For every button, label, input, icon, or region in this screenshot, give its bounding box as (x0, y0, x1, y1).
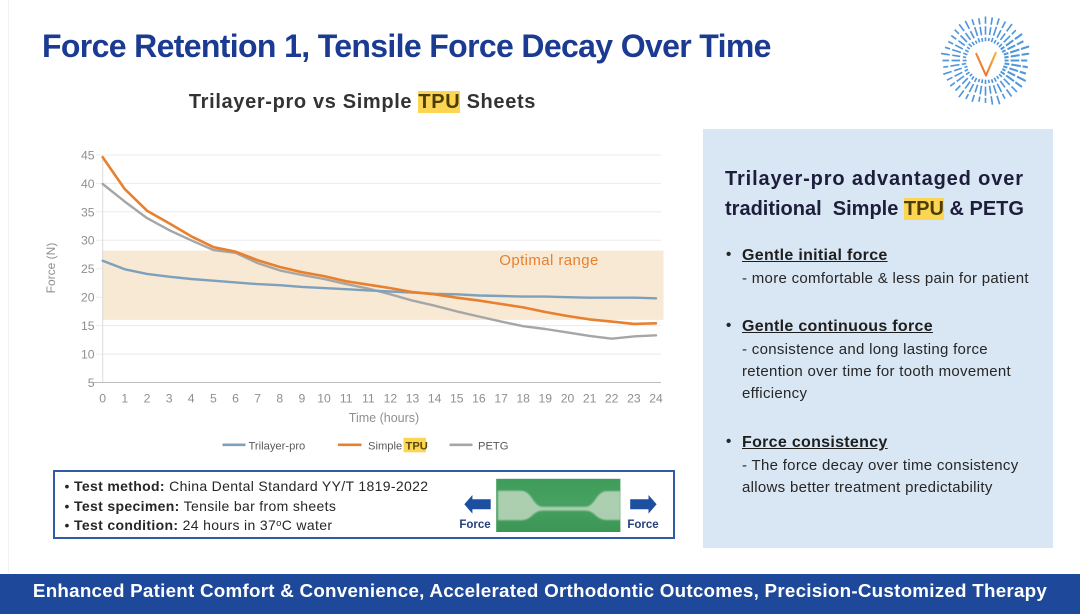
svg-text:23: 23 (627, 392, 641, 406)
svg-text:18: 18 (516, 392, 530, 406)
svg-text:1: 1 (121, 392, 128, 406)
svg-text:Optimal range: Optimal range (499, 252, 598, 269)
svg-text:Force: Force (627, 519, 658, 531)
svg-text:10: 10 (317, 392, 331, 406)
svg-text:15: 15 (81, 319, 95, 333)
svg-text:17: 17 (494, 392, 508, 406)
svg-text:16: 16 (472, 392, 486, 406)
svg-text:5: 5 (210, 392, 217, 406)
svg-text:40: 40 (81, 177, 95, 191)
svg-text:0: 0 (99, 392, 106, 406)
svg-text:PETG: PETG (478, 440, 508, 452)
svg-text:30: 30 (81, 234, 95, 248)
svg-text:22: 22 (605, 392, 619, 406)
svg-text:Force (N): Force (N) (44, 243, 58, 294)
svg-text:12: 12 (384, 392, 398, 406)
svg-text:6: 6 (232, 392, 239, 406)
svg-text:11: 11 (340, 392, 353, 406)
svg-text:Force: Force (459, 519, 490, 531)
svg-text:20: 20 (561, 392, 575, 406)
svg-text:5: 5 (88, 376, 95, 390)
svg-text:7: 7 (254, 392, 261, 406)
svg-text:21: 21 (583, 392, 597, 406)
svg-text:15: 15 (450, 392, 464, 406)
svg-text:11: 11 (362, 392, 375, 406)
svg-text:3: 3 (166, 392, 173, 406)
svg-text:45: 45 (81, 148, 95, 162)
svg-text:8: 8 (276, 392, 283, 406)
svg-text:Trilayer-pro: Trilayer-pro (249, 440, 306, 452)
svg-text:19: 19 (539, 392, 553, 406)
svg-text:Time (hours): Time (hours) (349, 411, 419, 425)
svg-text:25: 25 (81, 262, 95, 276)
svg-text:9: 9 (299, 392, 306, 406)
svg-text:35: 35 (81, 205, 95, 219)
svg-text:14: 14 (428, 392, 442, 406)
svg-text:13: 13 (406, 392, 420, 406)
svg-text:24: 24 (649, 392, 663, 406)
svg-text:2: 2 (144, 392, 151, 406)
svg-text:Simple: Simple (368, 440, 402, 452)
svg-text:4: 4 (188, 392, 195, 406)
svg-text:TPU: TPU (406, 440, 428, 452)
svg-text:10: 10 (81, 348, 95, 362)
svg-text:20: 20 (81, 291, 95, 305)
